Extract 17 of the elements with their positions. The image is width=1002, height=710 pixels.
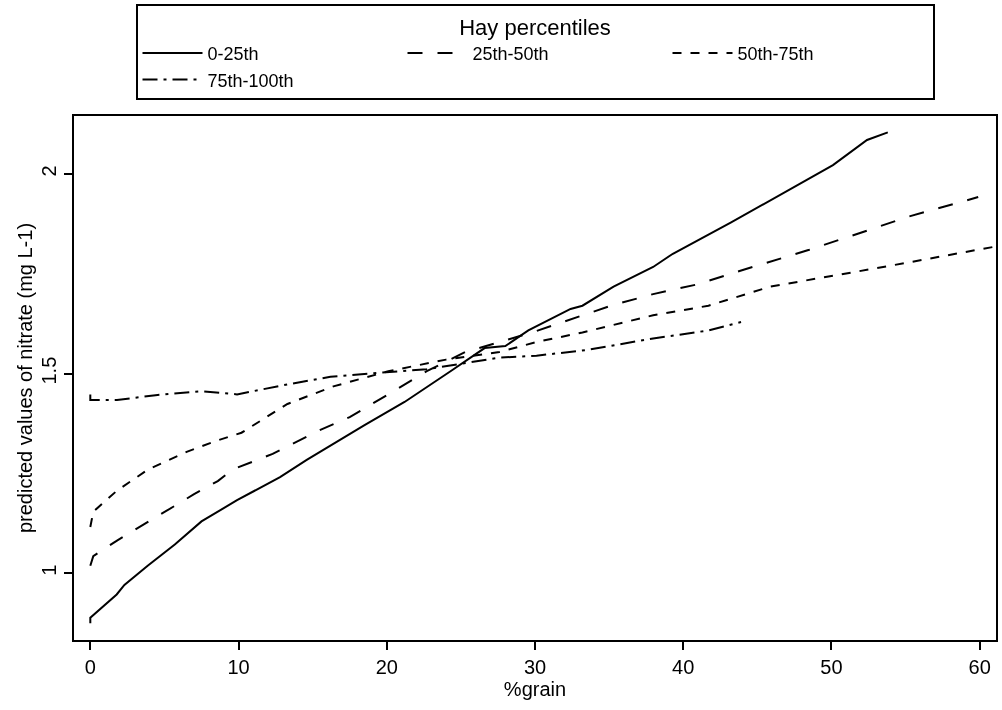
x-tick-label: 30 xyxy=(523,656,547,678)
legend-title: Hay percentiles xyxy=(459,14,611,40)
x-tick-label: 40 xyxy=(672,656,695,678)
legend-label: 50th-75th xyxy=(737,44,814,65)
legend-label: 75th-100th xyxy=(207,70,294,91)
x-tick-label: 60 xyxy=(968,656,991,678)
x-tick-label: 20 xyxy=(375,656,398,678)
legend-label: 25th-50th xyxy=(472,44,549,65)
x-tick-label: 0 xyxy=(84,656,96,678)
y-tick-label: 1.5 xyxy=(38,356,60,385)
y-axis-title: predicted values of nitrate (mg L-1) xyxy=(14,222,36,534)
x-tick-label: 50 xyxy=(820,656,843,678)
x-tick-label: 10 xyxy=(227,656,250,678)
x-axis-title: %grain xyxy=(503,678,567,700)
y-tick-label: 2 xyxy=(38,165,60,177)
legend-label: 0-25th xyxy=(207,44,259,65)
y-tick-label: 1 xyxy=(38,564,60,576)
